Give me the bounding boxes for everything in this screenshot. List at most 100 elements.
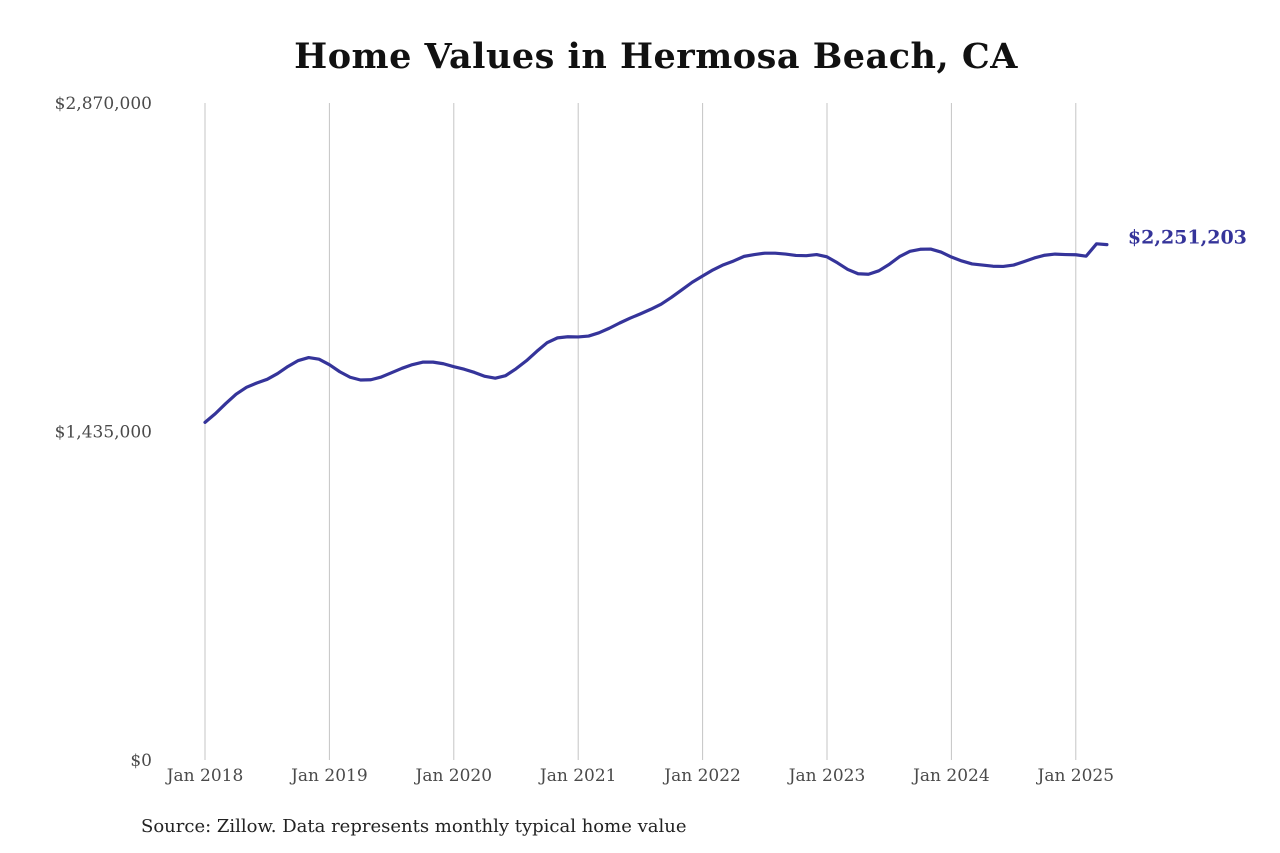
y-axis: $0 $1,435,000 $2,870,000 [55,94,152,771]
x-tick-label: Jan 2019 [289,766,368,786]
data-point [494,377,496,379]
chart-title: Home Values in Hermosa Beach, CA [294,36,1018,77]
data-point [950,256,952,258]
data-point [567,336,569,338]
data-point [743,255,745,257]
data-point [815,253,817,255]
data-point [971,263,973,265]
y-tick-label: $1,435,000 [55,423,152,443]
data-point [339,371,341,373]
data-point [867,273,869,275]
data-point [370,379,372,381]
data-point [266,378,268,380]
data-point [1002,265,1004,267]
data-point [422,361,424,363]
data-point [225,402,227,404]
data-point [909,250,911,252]
data-point [536,350,538,352]
data-point [888,263,890,265]
data-point [805,254,807,256]
data-point [307,356,309,358]
data-point [401,367,403,369]
data-point [836,262,838,264]
x-axis: Jan 2018 Jan 2019 Jan 2020 Jan 2021 Jan 2022… [165,766,1114,786]
data-point [380,376,382,378]
data-point [898,255,900,257]
data-point [764,252,766,254]
data-point [670,296,672,298]
data-point [598,332,600,334]
data-point [556,337,558,339]
data-point [214,412,216,414]
data-point [390,371,392,373]
data-point [276,372,278,374]
end-label-layer: $2,251,203 [1128,227,1247,249]
data-point [753,253,755,255]
data-point [660,303,662,305]
data-point [878,270,880,272]
data-point [1044,254,1046,256]
data-point [411,363,413,365]
data-point [318,358,320,360]
chart-source-note: Source: Zillow. Data represents monthly … [141,816,687,837]
data-point [847,268,849,270]
data-point [1106,243,1108,245]
data-point [857,273,859,275]
data-point [681,289,683,291]
data-point [795,254,797,256]
data-point [359,379,361,381]
data-point [1095,243,1097,245]
data-point [256,382,258,384]
data-point [297,359,299,361]
data-point [504,374,506,376]
data-point [961,260,963,262]
data-point [929,248,931,250]
x-tick-label: Jan 2020 [414,766,493,786]
data-point [442,363,444,365]
data-point [774,252,776,254]
data-point [1023,260,1025,262]
data-point [733,260,735,262]
data-point [587,335,589,337]
data-point [1064,253,1066,255]
home-value-line [203,242,1109,424]
data-point [618,322,620,324]
data-point [577,336,579,338]
data-point [919,248,921,250]
data-point [629,317,631,319]
data-point [940,251,942,253]
x-tick-label: Jan 2024 [911,766,990,786]
x-tick-label: Jan 2023 [787,766,866,786]
x-tick-label: Jan 2018 [165,766,244,786]
grid-layer [204,103,1077,760]
data-point [349,376,351,378]
data-point [204,421,206,423]
data-point [722,264,724,266]
data-point [525,360,527,362]
data-point [432,361,434,363]
data-point [784,253,786,255]
data-point [463,368,465,370]
data-point [287,365,289,367]
data-point [328,363,330,365]
data-point [992,265,994,267]
data-point [1033,257,1035,259]
data-point [245,386,247,388]
y-tick-label: $2,870,000 [55,94,152,114]
data-point [1054,253,1056,255]
data-point [712,269,714,271]
x-tick-label: Jan 2022 [662,766,741,786]
x-tick-label: Jan 2025 [1036,766,1115,786]
data-point [546,341,548,343]
data-point [608,327,610,329]
y-tick-label: $0 [130,751,152,771]
data-point [235,393,237,395]
data-point [701,275,703,277]
data-point [691,281,693,283]
data-point [1012,264,1014,266]
data-point [826,256,828,258]
data-point [1085,255,1087,257]
data-point [639,313,641,315]
data-point [473,371,475,373]
